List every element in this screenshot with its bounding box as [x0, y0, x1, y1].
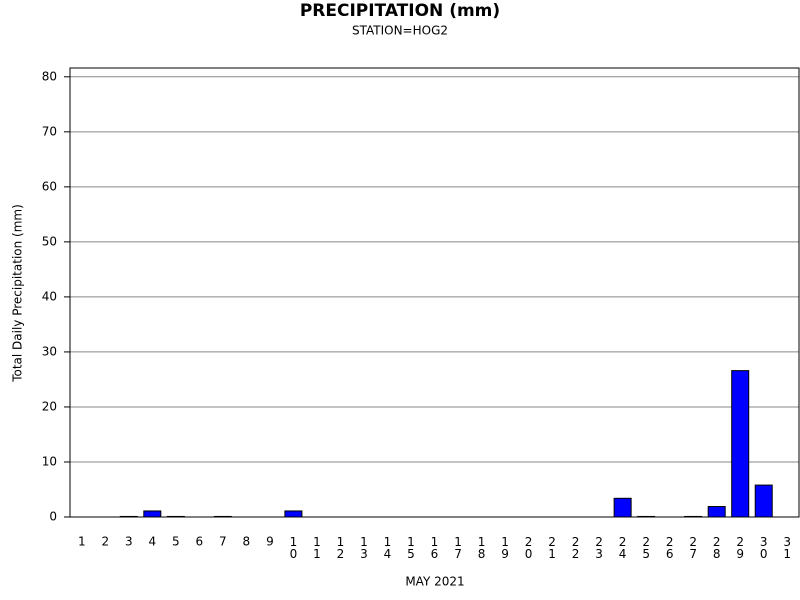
y-tick-label: 20 [42, 399, 57, 413]
bar [143, 510, 162, 518]
x-tick-label: 6 [196, 535, 204, 549]
bar [637, 515, 656, 518]
x-tick-label: 2 [101, 535, 109, 549]
y-tick-label: 0 [49, 510, 57, 524]
bar [754, 484, 773, 518]
bar [284, 510, 303, 518]
x-tick-label: 4 [148, 535, 156, 549]
y-tick-label: 70 [42, 124, 57, 138]
bar [613, 497, 632, 518]
bar [166, 515, 185, 518]
bar [731, 370, 750, 518]
x-tick-label: 1 [78, 535, 86, 549]
bar [684, 515, 703, 518]
x-tick-label: 5 [172, 535, 180, 549]
plot-frame [69, 67, 800, 518]
chart-subtitle: STATION=HOG2 [352, 24, 448, 38]
x-tick-label: 3 [125, 535, 133, 549]
y-tick-label: 50 [42, 234, 57, 248]
x-tick-label: 7 [219, 535, 227, 549]
x-tick-label: 8 [243, 535, 251, 549]
y-tick-label: 80 [42, 69, 57, 83]
x-axis-label: MAY 2021 [405, 575, 464, 589]
y-axis-label: Total Daily Precipitation (mm) [11, 204, 25, 383]
y-tick-label: 30 [42, 344, 57, 358]
chart-title: PRECIPITATION (mm) [300, 1, 500, 21]
bar [213, 515, 232, 518]
bar [119, 515, 138, 518]
y-tick-label: 10 [42, 454, 57, 468]
y-tick-label: 60 [42, 179, 57, 193]
y-tick-label: 40 [42, 289, 57, 303]
bar [707, 506, 726, 518]
x-tick-label: 9 [266, 535, 274, 549]
